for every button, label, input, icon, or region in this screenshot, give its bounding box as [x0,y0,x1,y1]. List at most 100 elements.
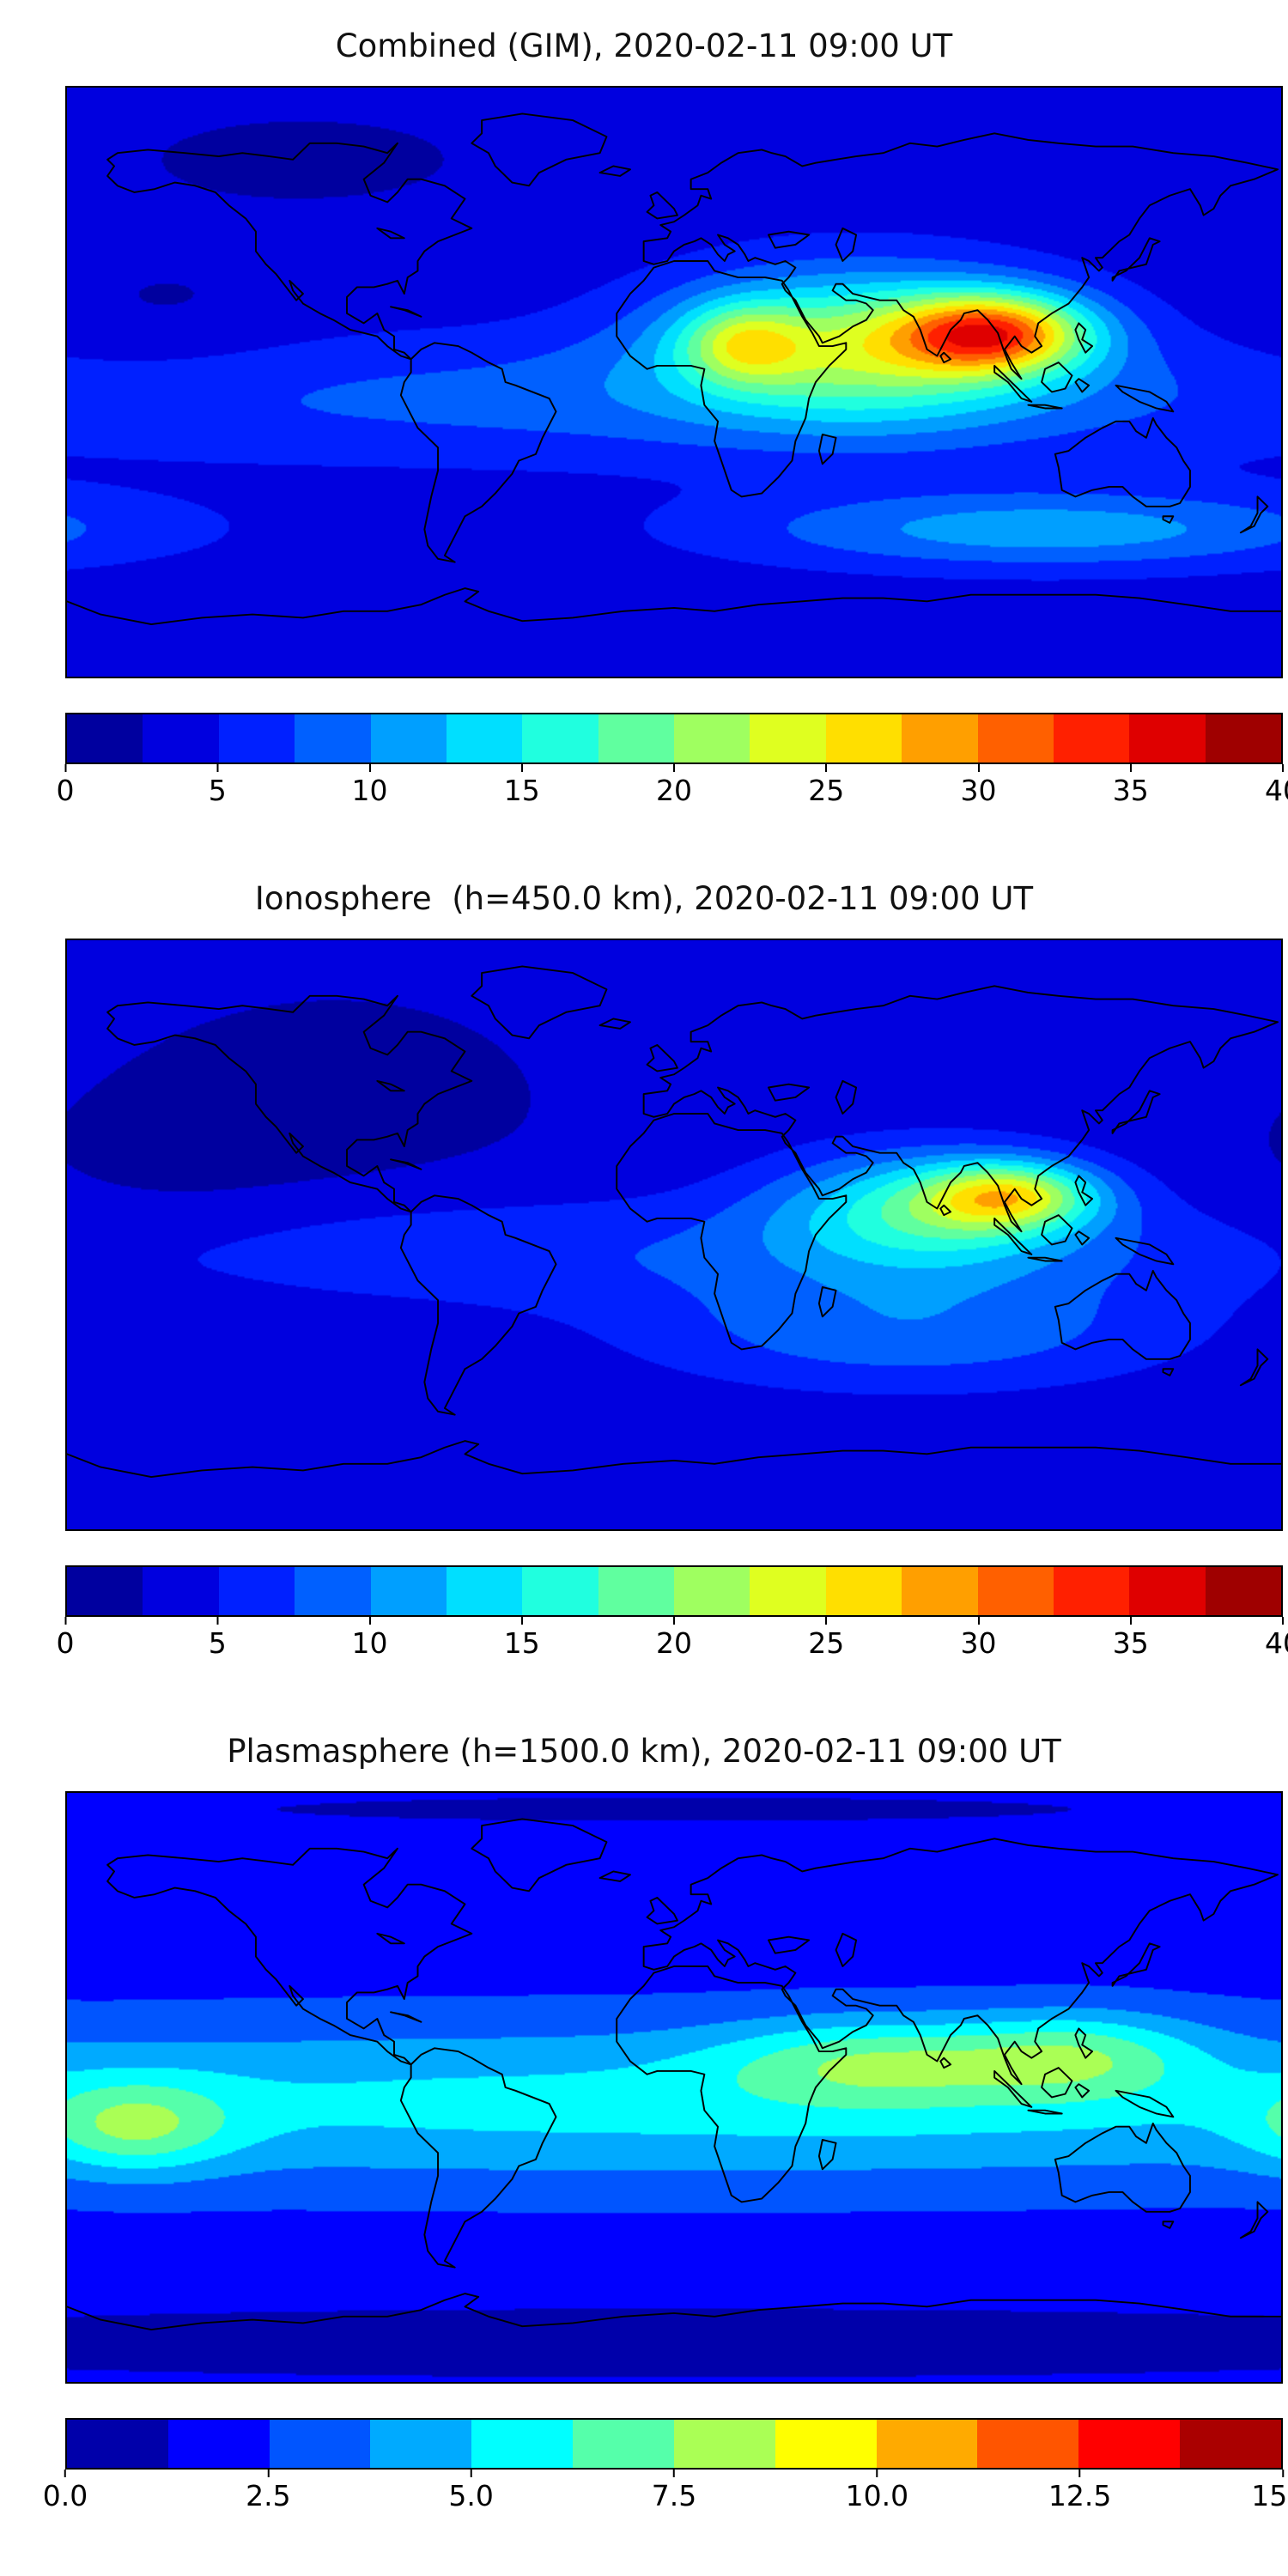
panel-title: Ionosphere (h=450.0 km), 2020-02-11 09:0… [254,880,1034,917]
colorbar-segment [902,714,978,762]
colorbar-tick-mark [673,764,675,772]
colorbar-tick-mark [368,1617,371,1625]
colorbar-tick: 5.0 [448,2470,494,2512]
colorbar-segment [977,2420,1079,2468]
coastline-path [67,965,1281,1478]
colorbar-tick-mark [1078,2470,1081,2477]
colorbar-tick-mark [1129,764,1132,772]
colorbar-segment [674,1567,750,1615]
colorbar-segment [218,714,295,762]
colorbar-segment [1053,1567,1130,1615]
colorbar-tick-mark [64,1617,66,1625]
colorbar-tick: 15 [504,764,540,807]
colorbar-segment [598,1567,674,1615]
panel-title: Plasmasphere (h=1500.0 km), 2020-02-11 0… [227,1733,1061,1770]
tec-map-panel-ionosphere: Ionosphere (h=450.0 km), 2020-02-11 09:0… [0,853,1288,1705]
colorbar-tick-label: 5 [208,774,227,807]
colorbar-tick: 10 [352,1617,388,1660]
colorbar-tick-label: 12.5 [1048,2479,1112,2512]
colorbar-segment [67,714,143,762]
coastline-path [67,112,1281,625]
colorbar-segment [143,714,219,762]
tec-map-panel-combined: Combined (GIM), 2020-02-11 09:00 UT 0 5 10… [0,0,1288,853]
world-map [65,939,1283,1531]
colorbar-tick-label: 30 [960,774,997,807]
colorbar-tick-mark [977,764,980,772]
colorbar-segment [1205,714,1281,762]
colorbar-tick-mark [1281,2470,1284,2477]
colorbar-tick: 35 [1113,764,1149,807]
colorbar-tick: 7.5 [652,2470,696,2512]
colorbar-tick-mark [1282,1617,1284,1625]
colorbar-segment [1078,2420,1181,2468]
colorbar-tick-mark [216,1617,219,1625]
colorbar-ticks: 0 5 10 15 20 25 30 35 40 [57,1617,1288,1667]
colorbar-tick-label: 40 [1265,774,1288,807]
colorbar-gradient [65,713,1283,764]
colorbar-tick-label: 25 [808,774,845,807]
colorbar-segment [1129,1567,1206,1615]
colorbar-tick-mark [216,764,219,772]
colorbar-tick: 2.5 [246,2470,291,2512]
colorbar-tick-mark [470,2470,472,2477]
colorbar-segment [522,714,598,762]
colorbar-tick-mark [267,2470,270,2477]
colorbar-tick-label: 10.0 [845,2479,909,2512]
colorbar-tick-label: 5.0 [448,2479,494,2512]
colorbar-tick: 25 [808,764,844,807]
colorbar-tick-label: 25 [808,1626,845,1660]
tec-map-panel-plasmasphere: Plasmasphere (h=1500.0 km), 2020-02-11 0… [0,1705,1288,2519]
colorbar-segment [522,1567,598,1615]
colorbar-tick-label: 15 [503,1626,540,1660]
colorbar-segment [1053,714,1130,762]
colorbar-tick: 30 [961,764,997,807]
colorbar-segment [67,2420,168,2468]
colorbar-tick-label: 15 [503,774,540,807]
colorbar-segment [825,1567,902,1615]
world-map [65,1791,1283,2384]
colorbar-tick: 10.0 [846,2470,908,2512]
colorbar-segment [295,1567,371,1615]
colorbar: 0 5 10 15 20 25 30 35 40 [57,1565,1288,1667]
coastlines-overlay [67,112,1281,625]
colorbar-segment [902,1567,978,1615]
colorbar-tick: 10 [352,764,388,807]
colorbar: 0 5 10 15 20 25 30 35 40 [57,713,1288,814]
colorbar-tick-label: 35 [1112,1626,1149,1660]
colorbar-tick-mark [672,2470,675,2477]
colorbar-tick-label: 0 [56,1626,75,1660]
coastlines-overlay-holder [67,1793,1281,2382]
colorbar-segment [218,1567,295,1615]
colorbar-segment [471,2420,574,2468]
colorbar-tick-label: 30 [960,1626,997,1660]
colorbar-segment [977,1567,1054,1615]
colorbar-tick: 30 [961,1617,997,1660]
coastlines-overlay [67,965,1281,1478]
tec-contour-canvas [67,88,1281,677]
colorbar-segment [269,2420,371,2468]
colorbar-segment [673,2420,775,2468]
colorbar-segment [573,2420,674,2468]
colorbar-tick: 5 [209,1617,227,1660]
colorbar-tick-label: 35 [1112,774,1149,807]
colorbar-ticks: 0.0 2.5 5.0 7.5 10.0 12.5 15.0 [43,2470,1288,2519]
colorbar-segment [370,1567,447,1615]
coastlines-overlay-holder [67,940,1281,1529]
colorbar-segment [370,2420,472,2468]
coastlines-overlay [67,1818,1281,2330]
colorbar-tick-mark [1282,764,1284,772]
colorbar-tick-label: 2.5 [246,2479,291,2512]
world-map [65,86,1283,678]
colorbar-segment [295,714,371,762]
colorbar-tick: 0.0 [43,2470,88,2512]
colorbar: 0.0 2.5 5.0 7.5 10.0 12.5 15.0 [43,2418,1288,2519]
colorbar-segment [446,1567,523,1615]
colorbar-segment [750,714,826,762]
colorbar-segment [674,714,750,762]
colorbar-segment [775,2420,877,2468]
colorbar-tick: 15.0 [1251,2470,1288,2512]
colorbar-tick-label: 0 [56,774,75,807]
colorbar-segment [1129,714,1206,762]
colorbar-segment [67,1567,143,1615]
colorbar-tick-mark [825,1617,828,1625]
